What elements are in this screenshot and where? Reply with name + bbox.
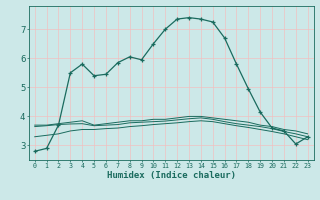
X-axis label: Humidex (Indice chaleur): Humidex (Indice chaleur) [107, 171, 236, 180]
